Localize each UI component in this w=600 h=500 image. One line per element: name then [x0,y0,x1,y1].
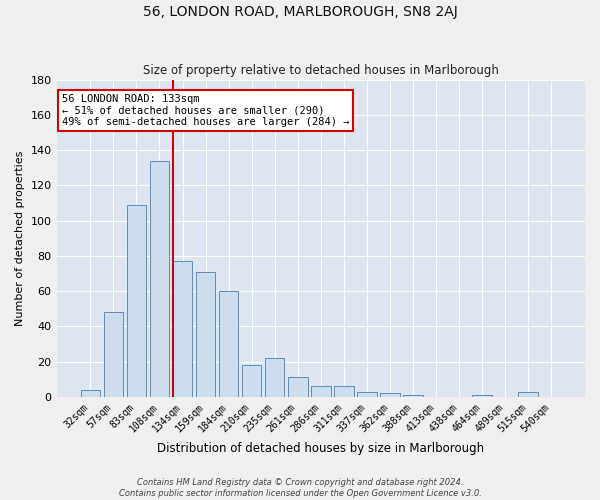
Bar [265,358,284,397]
Bar [80,390,100,397]
Bar [242,365,262,397]
Bar [357,392,377,397]
Bar [149,160,169,397]
X-axis label: Distribution of detached houses by size in Marlborough: Distribution of detached houses by size … [157,442,484,455]
Bar [127,204,146,397]
Bar [311,386,331,397]
Bar [173,261,193,397]
Text: 56 LONDON ROAD: 133sqm
← 51% of detached houses are smaller (290)
49% of semi-de: 56 LONDON ROAD: 133sqm ← 51% of detached… [62,94,349,127]
Text: 56, LONDON ROAD, MARLBOROUGH, SN8 2AJ: 56, LONDON ROAD, MARLBOROUGH, SN8 2AJ [143,5,457,19]
Bar [334,386,353,397]
Bar [104,312,123,397]
Title: Size of property relative to detached houses in Marlborough: Size of property relative to detached ho… [143,64,499,77]
Bar [472,395,492,397]
Bar [288,378,308,397]
Bar [518,392,538,397]
Bar [219,291,238,397]
Bar [380,394,400,397]
Text: Contains HM Land Registry data © Crown copyright and database right 2024.
Contai: Contains HM Land Registry data © Crown c… [119,478,481,498]
Bar [403,395,423,397]
Y-axis label: Number of detached properties: Number of detached properties [15,150,25,326]
Bar [196,272,215,397]
